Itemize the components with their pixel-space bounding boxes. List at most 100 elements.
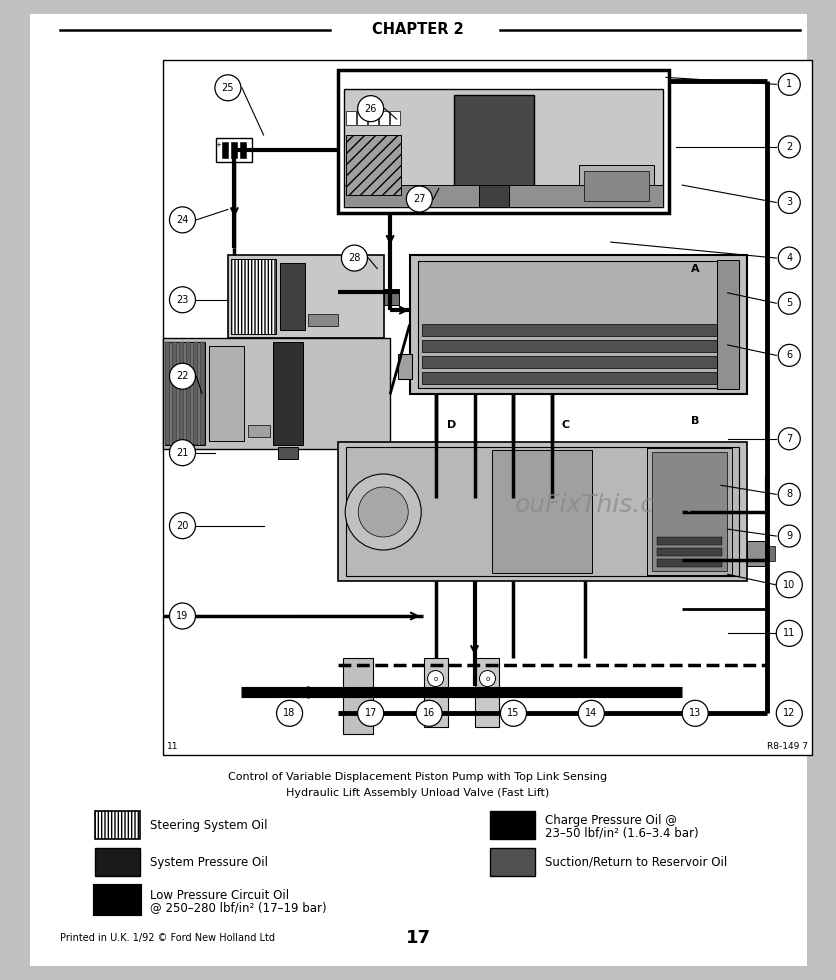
Circle shape	[276, 701, 302, 726]
Bar	[179, 342, 184, 445]
Text: 9: 9	[785, 531, 792, 541]
Bar	[579, 165, 654, 205]
Text: 24: 24	[176, 215, 188, 224]
Circle shape	[775, 701, 802, 726]
Bar	[368, 111, 378, 124]
Circle shape	[169, 603, 196, 629]
Text: 25: 25	[222, 82, 234, 93]
Bar	[217, 138, 252, 163]
Bar	[209, 346, 244, 441]
Circle shape	[357, 96, 383, 122]
Bar	[383, 289, 398, 305]
Circle shape	[777, 74, 799, 95]
Text: 27: 27	[413, 194, 425, 204]
Bar	[747, 541, 764, 566]
Circle shape	[777, 483, 799, 506]
Bar	[475, 658, 499, 727]
Text: CHAPTER 2: CHAPTER 2	[372, 23, 463, 37]
Bar	[338, 71, 669, 213]
Bar	[279, 263, 304, 330]
Text: System Pressure Oil: System Pressure Oil	[150, 856, 268, 868]
Bar	[163, 338, 390, 449]
Text: 28: 28	[348, 253, 360, 263]
Text: 16: 16	[422, 709, 435, 718]
Text: 5: 5	[785, 298, 792, 309]
Bar	[656, 548, 721, 557]
Bar	[764, 546, 774, 562]
Bar	[171, 342, 176, 445]
Circle shape	[777, 428, 799, 450]
Text: o: o	[433, 675, 437, 681]
Bar	[344, 185, 662, 207]
Bar	[278, 447, 298, 460]
Text: 26: 26	[364, 104, 376, 114]
Bar	[240, 142, 246, 159]
Circle shape	[215, 74, 241, 101]
Text: o: o	[485, 675, 489, 681]
Bar	[651, 452, 726, 571]
Bar	[308, 314, 338, 326]
Text: 8: 8	[785, 489, 792, 500]
Text: 17: 17	[364, 709, 376, 718]
Text: 20: 20	[176, 520, 188, 530]
Circle shape	[777, 525, 799, 547]
Circle shape	[578, 701, 604, 726]
Text: 18: 18	[283, 709, 295, 718]
Text: Control of Variable Displacement Piston Pump with Top Link Sensing: Control of Variable Displacement Piston …	[228, 772, 607, 782]
Text: @ 250–280 lbf/in² (17–19 bar): @ 250–280 lbf/in² (17–19 bar)	[150, 902, 326, 914]
Bar	[231, 259, 276, 334]
Circle shape	[427, 670, 443, 687]
Bar	[656, 560, 721, 567]
Bar	[492, 450, 591, 573]
Text: 11: 11	[782, 628, 794, 638]
Text: ouFixThis.com: ouFixThis.com	[514, 493, 693, 516]
Circle shape	[344, 474, 421, 550]
Text: 11: 11	[167, 742, 178, 751]
Bar	[397, 354, 411, 378]
Circle shape	[169, 364, 196, 389]
Bar	[200, 342, 205, 445]
Bar	[163, 60, 811, 755]
Bar	[95, 811, 140, 839]
Text: 23: 23	[176, 295, 188, 305]
Bar	[489, 848, 534, 876]
Bar	[342, 658, 372, 734]
Bar	[95, 886, 140, 914]
Text: Suction/Return to Reservoir Oil: Suction/Return to Reservoir Oil	[544, 856, 726, 868]
Bar	[273, 342, 303, 445]
Bar	[584, 171, 649, 201]
Bar	[421, 356, 734, 368]
Text: R8-149 7: R8-149 7	[766, 742, 807, 751]
Text: 13: 13	[688, 709, 701, 718]
Bar	[346, 135, 400, 195]
Text: D: D	[446, 419, 456, 430]
Circle shape	[777, 136, 799, 158]
Bar	[344, 89, 662, 207]
Bar	[646, 448, 732, 575]
Text: 10: 10	[782, 580, 794, 590]
Bar	[165, 342, 170, 445]
Bar	[489, 811, 534, 839]
Text: Printed in U.K. 1/92 © Ford New Holland Ltd: Printed in U.K. 1/92 © Ford New Holland …	[60, 933, 275, 943]
Bar	[453, 95, 533, 193]
Text: 21: 21	[176, 448, 188, 458]
Bar	[165, 342, 205, 445]
Circle shape	[500, 701, 526, 726]
Text: 19: 19	[176, 611, 188, 621]
Text: Low Pressure Circuit Oil: Low Pressure Circuit Oil	[150, 889, 288, 902]
Text: C: C	[561, 419, 568, 430]
Text: +: +	[215, 142, 221, 148]
Text: 12: 12	[782, 709, 794, 718]
Text: 23–50 lbf/in² (1.6–3.4 bar): 23–50 lbf/in² (1.6–3.4 bar)	[544, 826, 698, 840]
Bar	[421, 371, 734, 383]
Bar	[417, 261, 738, 388]
Text: 17: 17	[405, 929, 430, 947]
Circle shape	[777, 247, 799, 270]
Bar	[222, 142, 228, 159]
Bar	[227, 255, 383, 338]
Circle shape	[681, 701, 707, 726]
Text: 2: 2	[785, 142, 792, 152]
Text: 4: 4	[785, 253, 792, 263]
Circle shape	[775, 620, 802, 647]
Circle shape	[169, 440, 196, 465]
